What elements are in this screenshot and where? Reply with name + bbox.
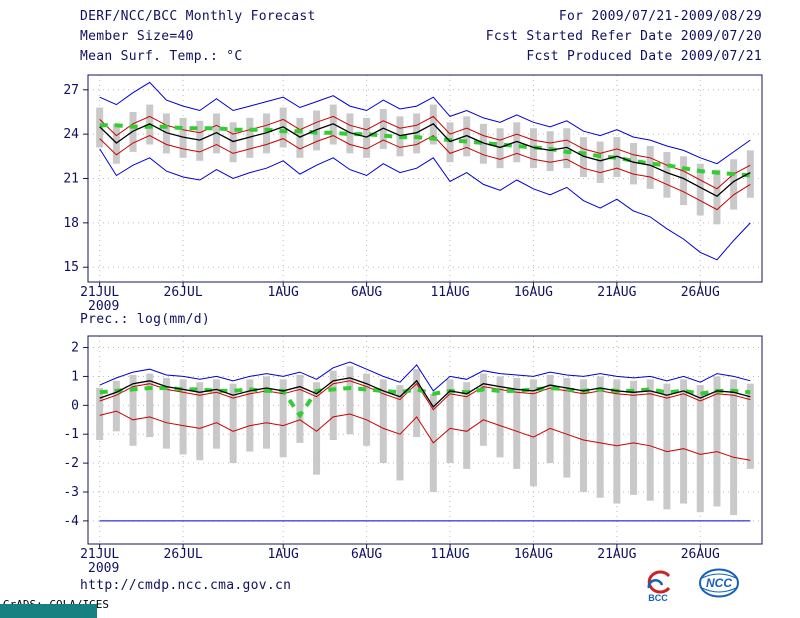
y-tick-label: 21: [63, 172, 79, 187]
bcc-logo-text: BCC: [648, 593, 668, 603]
y-tick-label: 27: [63, 83, 79, 98]
y-tick-label: 24: [63, 127, 79, 142]
x-tick-label: 6AUG: [351, 285, 382, 300]
x-axis-year-label: 2009: [88, 299, 119, 314]
page-title: DERF/NCC/BCC Monthly Forecast: [80, 9, 316, 24]
bcc-logo-blue-swirl: [647, 579, 664, 589]
plot-frame: [87, 335, 763, 545]
x-tick-label: 21AUG: [597, 547, 636, 562]
y-tick-label: -3: [63, 485, 79, 500]
ncc-logo-text: NCC: [706, 576, 732, 590]
panel-temperature: 15 18 21 24 27 21JUL 26JUL 1AUG 6AUG 11AUG 16AUG 21…: [63, 74, 763, 314]
y-tick-label: 0: [71, 398, 79, 413]
upper-quartile-line: [99, 380, 751, 411]
ncc-logo-latitude-bottom: [701, 587, 737, 593]
x-tick-label: 6AUG: [351, 547, 382, 562]
ensemble-max-line: [99, 81, 751, 165]
climatology-line: [99, 385, 751, 419]
lower-quartile-line: [99, 410, 751, 461]
y-tick-label: -2: [63, 456, 79, 471]
x-tick-label: 21AUG: [597, 285, 636, 300]
ensemble-mean-line: [99, 377, 751, 408]
x-tick-label: 21JUL: [80, 547, 119, 562]
y-tick-label: -1: [63, 427, 79, 442]
ensemble-mean-line: [99, 122, 751, 197]
ncc-logo-globe: [699, 568, 739, 598]
x-tick-label: 21JUL: [80, 285, 119, 300]
bottom-teal-bar: [0, 604, 97, 618]
x-tick-label: 26AUG: [681, 547, 720, 562]
x-tick-label: 11AUG: [430, 547, 469, 562]
y-tick-label: 1: [71, 369, 79, 384]
ensemble-max-line: [99, 361, 751, 392]
forecast-range-label: For 2009/07/21-2009/08/29: [558, 9, 762, 24]
x-tick-label: 26JUL: [164, 285, 203, 300]
top-panel-variable-label: Mean Surf. Temp.: °C: [80, 49, 243, 64]
bottom-panel-variable-label: Prec.: log(mm/d): [80, 312, 211, 327]
climatology-line: [99, 123, 751, 178]
y-tick-label: -4: [63, 514, 79, 529]
ncc-logo-latitude-top: [701, 573, 737, 579]
bcc-logo: BCC: [647, 570, 671, 603]
x-tick-label: 16AUG: [514, 547, 553, 562]
spread-bars: [96, 366, 754, 516]
gridlines: [88, 336, 762, 544]
footer-url: http://cmdp.ncc.cma.gov.cn: [80, 578, 292, 593]
panel-precipitation: -4 -3 -2 -1 0 1 2 21JUL 26JUL 1AUG 6AUG 11AUG 16AUG 2…: [63, 335, 763, 576]
ncc-logo: NCC: [699, 568, 739, 598]
x-tick-label: 26JUL: [164, 547, 203, 562]
y-tick-label: 2: [71, 341, 79, 356]
y-tick-label: 15: [63, 260, 79, 275]
spread-bars: [96, 104, 754, 225]
y-tick-label: 18: [63, 216, 79, 231]
member-size-label: Member Size=40: [80, 29, 194, 44]
x-axis-year-label: 2009: [88, 561, 119, 576]
fcst-started-label: Fcst Started Refer Date 2009/07/20: [485, 29, 762, 44]
x-tick-label: 26AUG: [681, 285, 720, 300]
lower-quartile-line: [99, 134, 751, 211]
x-tick-label: 11AUG: [430, 285, 469, 300]
ensemble-min-line: [99, 148, 751, 261]
x-tick-label: 16AUG: [514, 285, 553, 300]
x-tick-label: 1AUG: [268, 285, 299, 300]
x-tick-label: 1AUG: [268, 547, 299, 562]
fcst-produced-label: Fcst Produced Date 2009/07/21: [526, 49, 762, 64]
